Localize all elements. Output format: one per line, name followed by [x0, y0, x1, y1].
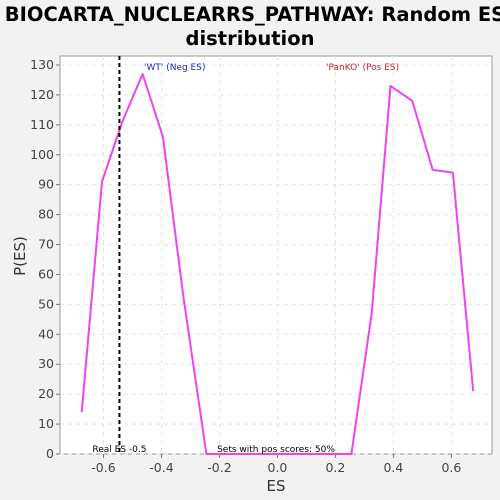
y-tick-label: 0 [46, 446, 54, 461]
x-tick-label: -0.6 [91, 460, 115, 475]
plot-area [59, 55, 493, 455]
y-tick-label: 100 [30, 147, 54, 162]
neg-es-label: 'WT' (Neg ES) [144, 63, 205, 73]
chart-title-line-1: BIOCARTA_NUCLEARRS_PATHWAY: Random ES [5, 3, 500, 26]
x-tick-label: 0.0 [268, 460, 288, 475]
y-tick-label: 90 [38, 177, 54, 192]
x-tick-label: 0.6 [441, 460, 461, 475]
axis-ticks: -0.6 -0.4 -0.2 0.0 0.2 0.4 0.6 0 10 20 30 40 50 60 70 8… [30, 57, 461, 475]
pos-scores-label: Sets with pos scores: 50% [217, 445, 335, 455]
y-tick-label: 50 [38, 296, 54, 311]
y-tick-label: 120 [30, 87, 54, 102]
y-tick-label: 40 [38, 326, 54, 341]
y-tick-label: 60 [38, 266, 54, 281]
y-tick-label: 30 [38, 356, 54, 371]
x-tick-label: -0.2 [207, 460, 231, 475]
x-tick-label: -0.4 [149, 460, 173, 475]
series-layer [80, 73, 475, 455]
y-tick-label: 80 [38, 207, 54, 222]
y-axis-label: P(ES) [11, 236, 29, 276]
y-tick-label: 70 [38, 237, 54, 252]
real-es-label: Real ES -0.5 [92, 445, 146, 455]
x-tick-label: 0.2 [325, 460, 345, 475]
y-tick-label: 20 [38, 386, 54, 401]
chart-title-line-2: distribution [186, 27, 315, 50]
series-line [80, 73, 475, 455]
annotation-layer: Real ES -0.5 'WT' (Neg ES) 'PanKO' (Pos ES… [92, 56, 399, 455]
y-tick-label: 110 [30, 117, 54, 132]
y-tick-label: 130 [30, 57, 54, 72]
y-tick-label: 10 [38, 416, 54, 431]
x-tick-label: 0.4 [383, 460, 403, 475]
x-axis-label: ES [267, 477, 286, 495]
pos-es-label: 'PanKO' (Pos ES) [326, 63, 399, 73]
